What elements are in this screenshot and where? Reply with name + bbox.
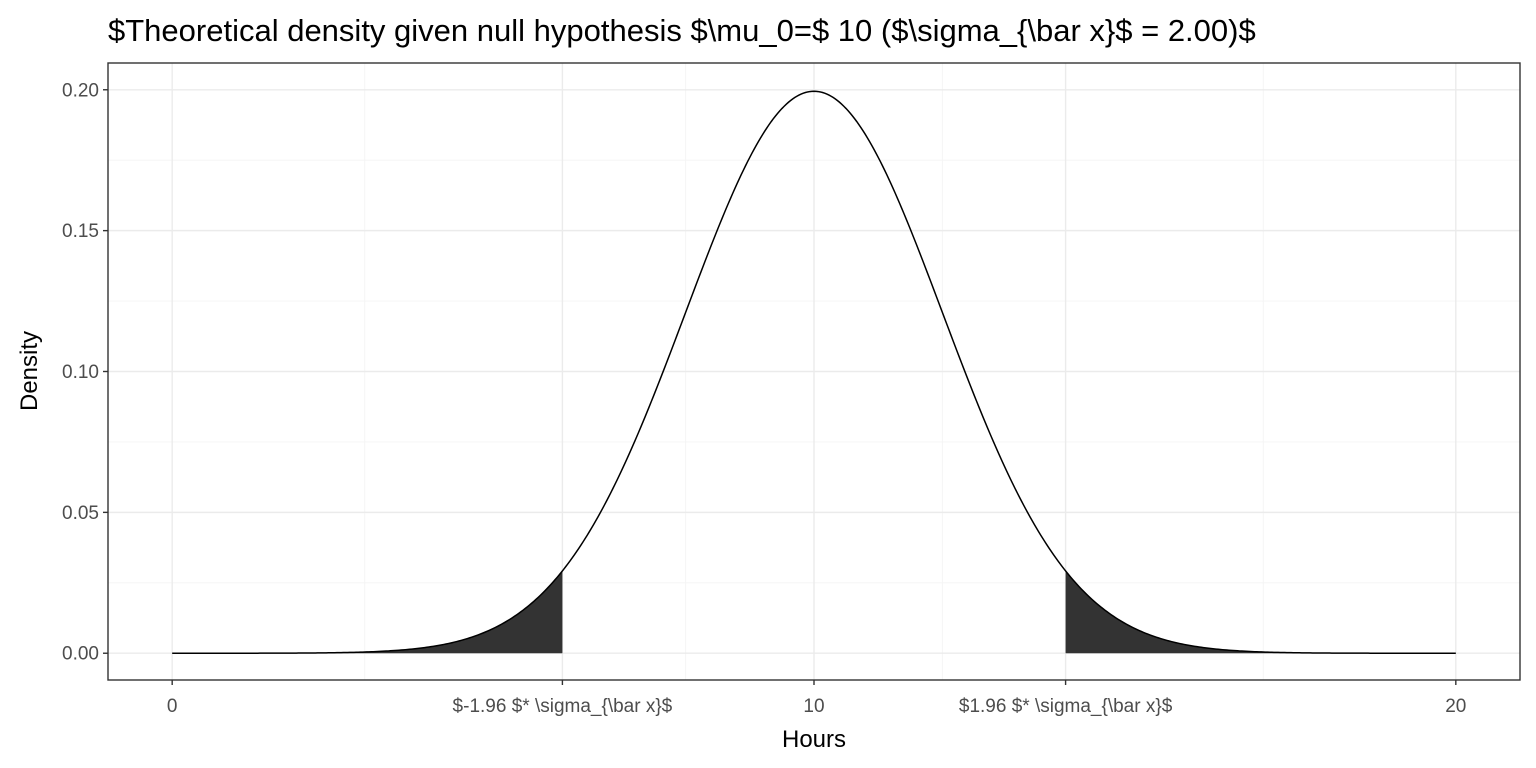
shaded-tails: [172, 570, 1456, 654]
x-tick-label: $1.96 $* \sigma_{\bar x}$: [959, 696, 1173, 717]
y-tick-label: 0.05: [62, 503, 99, 524]
density-curve-layer: [172, 90, 1456, 654]
right-tail-area: [1065, 570, 1456, 654]
x-axis: 0 $-1.96 $* \sigma_{\bar x}$ 10 $1.96 $* \s…: [167, 680, 1466, 717]
y-axis-title: Density: [16, 331, 43, 411]
density-curve: [172, 90, 1456, 654]
y-tick-label: 0.15: [62, 221, 99, 242]
y-tick-label: 0.20: [62, 80, 99, 101]
y-tick-label: 0.00: [62, 644, 99, 665]
x-axis-title: Hours: [782, 726, 846, 753]
left-tail-area: [172, 570, 563, 654]
x-tick-label: 10: [803, 696, 824, 717]
x-tick-label: 20: [1445, 696, 1466, 717]
grid: [108, 63, 1520, 680]
x-tick-label: 0: [167, 696, 178, 717]
chart-title: $Theoretical density given null hypothes…: [108, 13, 1256, 48]
y-tick-label: 0.10: [62, 362, 99, 383]
x-tick-label: $-1.96 $* \sigma_{\bar x}$: [453, 696, 673, 717]
y-axis: 0.00 0.05 0.10 0.15 0.20: [62, 80, 108, 665]
